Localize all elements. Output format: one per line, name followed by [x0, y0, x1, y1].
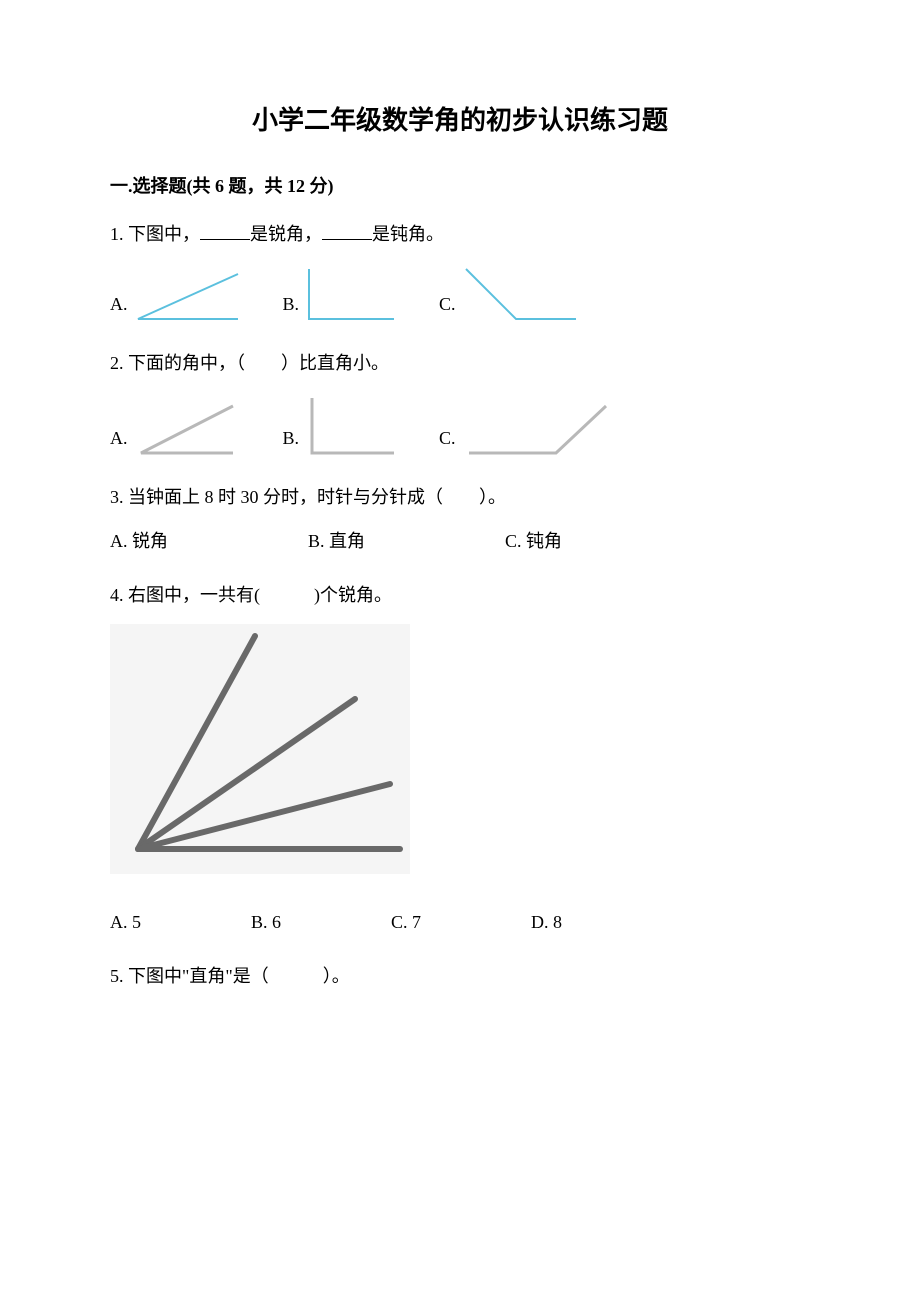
q1-suffix: 是钝角。	[372, 224, 444, 244]
q1-prefix: 1. 下图中，	[110, 224, 200, 244]
q1-optB-label: B.	[283, 290, 300, 319]
q4-optC: C. 7	[391, 908, 421, 937]
q1-options: A. B. C.	[110, 264, 810, 324]
q2-option-c: C.	[439, 398, 611, 458]
q1-blank-2	[322, 222, 372, 240]
acute-angle-icon	[133, 398, 243, 458]
q1-option-b: B.	[283, 264, 400, 324]
section-header: 一.选择题(共 6 题，共 12 分)	[110, 172, 810, 201]
question-2: 2. 下面的角中，（ ）比直角小。 A. B. C.	[110, 349, 810, 458]
acute-angle-icon	[133, 269, 243, 324]
q2-optC-label: C.	[439, 424, 456, 453]
q1-text: 1. 下图中， 是锐角， 是钝角。	[110, 220, 810, 249]
q3-text: 3. 当钟面上 8 时 30 分时，时针与分针成（ ）。	[110, 483, 810, 512]
q4-optA: A. 5	[110, 908, 141, 937]
q3-optC: C. 钝角	[505, 527, 562, 556]
question-1: 1. 下图中， 是锐角， 是钝角。 A. B. C.	[110, 220, 810, 324]
q1-blank-1	[200, 222, 250, 240]
q2-text: 2. 下面的角中，（ ）比直角小。	[110, 349, 810, 378]
q2-options: A. B. C.	[110, 393, 810, 458]
q3-optB: B. 直角	[308, 527, 365, 556]
question-3: 3. 当钟面上 8 时 30 分时，时针与分针成（ ）。 A. 锐角 B. 直角…	[110, 483, 810, 556]
q1-optC-label: C.	[439, 290, 456, 319]
q1-mid: 是锐角，	[250, 224, 322, 244]
question-4: 4. 右图中，一共有( )个锐角。 A. 5 B. 6 C. 7 D. 8	[110, 581, 810, 937]
q2-optB-label: B.	[283, 424, 300, 453]
q4-text: 4. 右图中，一共有( )个锐角。	[110, 581, 810, 610]
q2-optA-label: A.	[110, 424, 128, 453]
q3-optA: A. 锐角	[110, 527, 168, 556]
q1-option-a: A.	[110, 269, 243, 324]
fan-angle-diagram	[110, 624, 410, 874]
obtuse-angle-icon	[461, 398, 611, 458]
q2-option-b: B.	[283, 393, 400, 458]
q4-optB: B. 6	[251, 908, 281, 937]
q3-options: A. 锐角 B. 直角 C. 钝角	[110, 527, 810, 556]
q1-optA-label: A.	[110, 290, 128, 319]
right-angle-icon	[304, 264, 399, 324]
right-angle-icon	[304, 393, 399, 458]
obtuse-angle-icon	[461, 264, 581, 324]
q4-figure	[110, 624, 810, 883]
q4-options: A. 5 B. 6 C. 7 D. 8	[110, 908, 810, 937]
q1-option-c: C.	[439, 264, 581, 324]
q4-optD: D. 8	[531, 908, 562, 937]
q2-option-a: A.	[110, 398, 243, 458]
page-title: 小学二年级数学角的初步认识练习题	[110, 100, 810, 142]
q5-text: 5. 下图中"直角"是（ ）。	[110, 962, 810, 991]
question-5: 5. 下图中"直角"是（ ）。	[110, 962, 810, 991]
